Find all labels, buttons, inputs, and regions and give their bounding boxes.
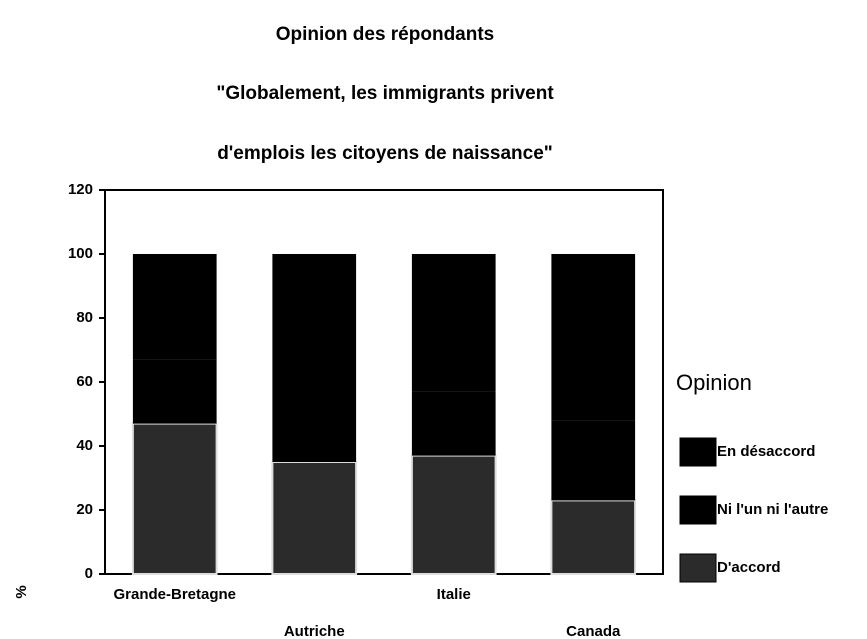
bar-segment	[411, 391, 496, 456]
legend-swatch	[679, 437, 717, 467]
y-tick-label: 80	[76, 309, 93, 326]
x-tick-label: Canada	[566, 623, 621, 639]
bar-segment	[272, 254, 357, 382]
y-tick-label: 120	[68, 181, 93, 198]
bar-segment	[132, 254, 217, 360]
x-tick-label: Autriche	[284, 623, 345, 639]
legend-label: En désaccord	[717, 443, 815, 460]
y-axis-label: %	[13, 585, 30, 598]
bar-segment	[411, 254, 496, 392]
chart-subtitle: d'emplois les citoyens de naissance"	[217, 143, 553, 164]
y-tick-label: 100	[68, 245, 93, 262]
bar-segment	[271, 461, 358, 575]
bar-segment	[132, 359, 217, 424]
legend-swatch	[679, 553, 717, 583]
bar-segment	[551, 420, 636, 501]
bar-segment	[272, 382, 357, 462]
chart-title: Opinion des répondants	[276, 24, 495, 45]
legend-title: Opinion	[676, 370, 752, 395]
legend-label: D'accord	[717, 559, 781, 576]
y-tick-label: 20	[76, 501, 93, 518]
y-tick-label: 0	[85, 565, 93, 582]
legend-label: Ni l'un ni l'autre	[717, 501, 828, 518]
y-tick-label: 60	[76, 373, 93, 390]
y-tick-label: 40	[76, 437, 93, 454]
bar-segment	[550, 499, 637, 575]
bar-segment	[410, 454, 497, 576]
legend-swatch	[679, 495, 717, 525]
bar-segment	[131, 422, 218, 575]
bar-segment	[551, 254, 636, 421]
x-tick-label: Grande-Bretagne	[113, 586, 236, 603]
chart-subtitle: "Globalement, les immigrants privent	[216, 83, 554, 104]
x-tick-label: Italie	[437, 586, 471, 603]
